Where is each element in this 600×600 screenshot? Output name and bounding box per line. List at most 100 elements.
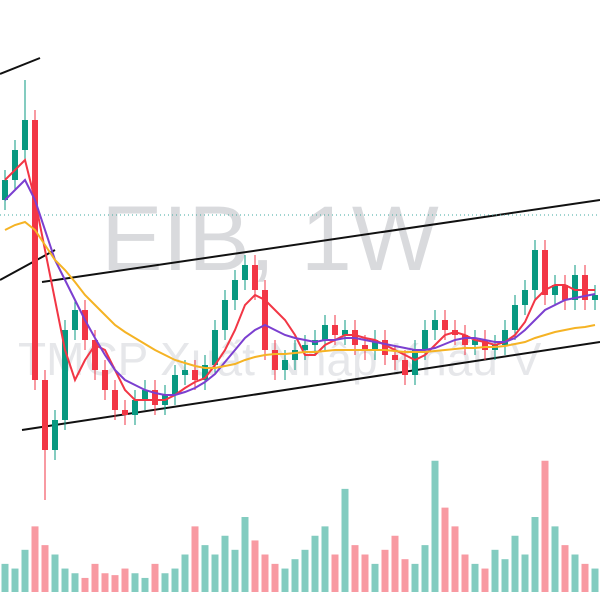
volume-bar xyxy=(291,559,299,592)
volume-bar xyxy=(391,535,399,592)
candle-body xyxy=(302,345,308,350)
candle-body xyxy=(432,320,438,330)
watermark-title: EIB, 1W xyxy=(101,188,439,290)
candle-body xyxy=(92,340,98,370)
candle-body xyxy=(472,340,478,345)
candle-body xyxy=(462,335,468,345)
candle-body xyxy=(242,265,248,280)
candle-body xyxy=(392,355,398,360)
candle-body xyxy=(182,370,188,375)
volume-bar xyxy=(351,545,359,592)
volume-bar xyxy=(341,488,349,592)
candle-body xyxy=(322,325,328,340)
candle-body xyxy=(102,370,108,390)
volume-bar xyxy=(91,563,99,592)
candle-body xyxy=(502,330,508,345)
volume-bar xyxy=(261,554,269,592)
candle-body xyxy=(402,360,408,375)
candle-body xyxy=(82,310,88,340)
candle-body xyxy=(32,120,38,380)
candle-body xyxy=(522,290,528,305)
volume-bar xyxy=(221,535,229,592)
volume-bar xyxy=(401,559,409,592)
volume-bar xyxy=(71,573,79,592)
volume-bar xyxy=(21,549,29,592)
candle-body xyxy=(142,390,148,400)
volume-bar xyxy=(451,526,459,592)
trend-lines xyxy=(0,57,600,431)
volume-bar xyxy=(111,575,119,592)
candle-body xyxy=(62,330,68,420)
candle-body xyxy=(112,390,118,410)
volume-bar xyxy=(571,554,579,592)
candle-body xyxy=(572,275,578,300)
candle-body xyxy=(2,180,8,200)
volume-bar xyxy=(161,573,169,592)
candle-body xyxy=(532,250,538,290)
candle-body xyxy=(582,275,588,300)
volume-bar xyxy=(471,563,479,592)
candle-body xyxy=(172,375,178,395)
candle-body xyxy=(512,305,518,330)
volume-bar xyxy=(481,568,489,592)
volume-bar xyxy=(491,549,499,592)
volume-bar xyxy=(191,526,199,592)
volume-bar xyxy=(231,549,239,592)
volume-bar xyxy=(331,554,339,592)
volume-bar xyxy=(311,535,319,592)
volume-bar xyxy=(101,573,109,592)
candle-body xyxy=(222,300,228,330)
moving-average-line xyxy=(4,158,595,401)
candle-body xyxy=(22,120,28,150)
volume-bar xyxy=(411,563,419,592)
candle-body xyxy=(552,285,558,295)
volume-bar xyxy=(171,568,179,592)
candle-body xyxy=(12,150,18,180)
candle-body xyxy=(282,360,288,370)
volume-bar xyxy=(41,545,49,592)
volume-bar xyxy=(501,559,509,592)
candle-body xyxy=(262,290,268,350)
volume-bar xyxy=(121,568,129,592)
volume-bar xyxy=(531,517,539,592)
candle-body xyxy=(52,420,58,450)
volume-bar xyxy=(441,507,449,592)
candle-body xyxy=(292,350,298,360)
volume-bar xyxy=(11,568,19,592)
candle-body xyxy=(252,265,258,290)
candle-body xyxy=(202,365,208,380)
volume-bar xyxy=(61,568,69,592)
candle-body xyxy=(442,320,448,330)
candle-body xyxy=(422,330,428,350)
candle-body xyxy=(72,310,78,330)
volume-bar xyxy=(511,535,519,592)
candle-body xyxy=(42,380,48,450)
volume-bar xyxy=(241,517,249,592)
volume-bar xyxy=(551,526,559,592)
moving-average-line xyxy=(4,178,596,396)
candle-body xyxy=(592,295,598,300)
candle-body xyxy=(542,250,548,295)
candle-body xyxy=(212,330,218,365)
moving-average-line xyxy=(4,220,596,369)
volume-bar xyxy=(181,554,189,592)
trend-line xyxy=(0,57,41,75)
candle-body xyxy=(332,325,338,335)
candle-body xyxy=(132,400,138,415)
volume-bar xyxy=(561,545,569,592)
candle-body xyxy=(382,340,388,355)
volume-bar xyxy=(201,545,209,592)
candle-body xyxy=(412,350,418,375)
candle-body xyxy=(272,350,278,370)
volume-bar xyxy=(131,573,139,592)
candle-body xyxy=(482,340,488,350)
trend-line xyxy=(41,199,600,283)
candles xyxy=(0,80,600,500)
candle-body xyxy=(342,330,348,335)
candle-body xyxy=(372,340,378,350)
volume-bar xyxy=(1,563,9,592)
volume-bar xyxy=(431,460,439,592)
candle-body xyxy=(192,370,198,380)
